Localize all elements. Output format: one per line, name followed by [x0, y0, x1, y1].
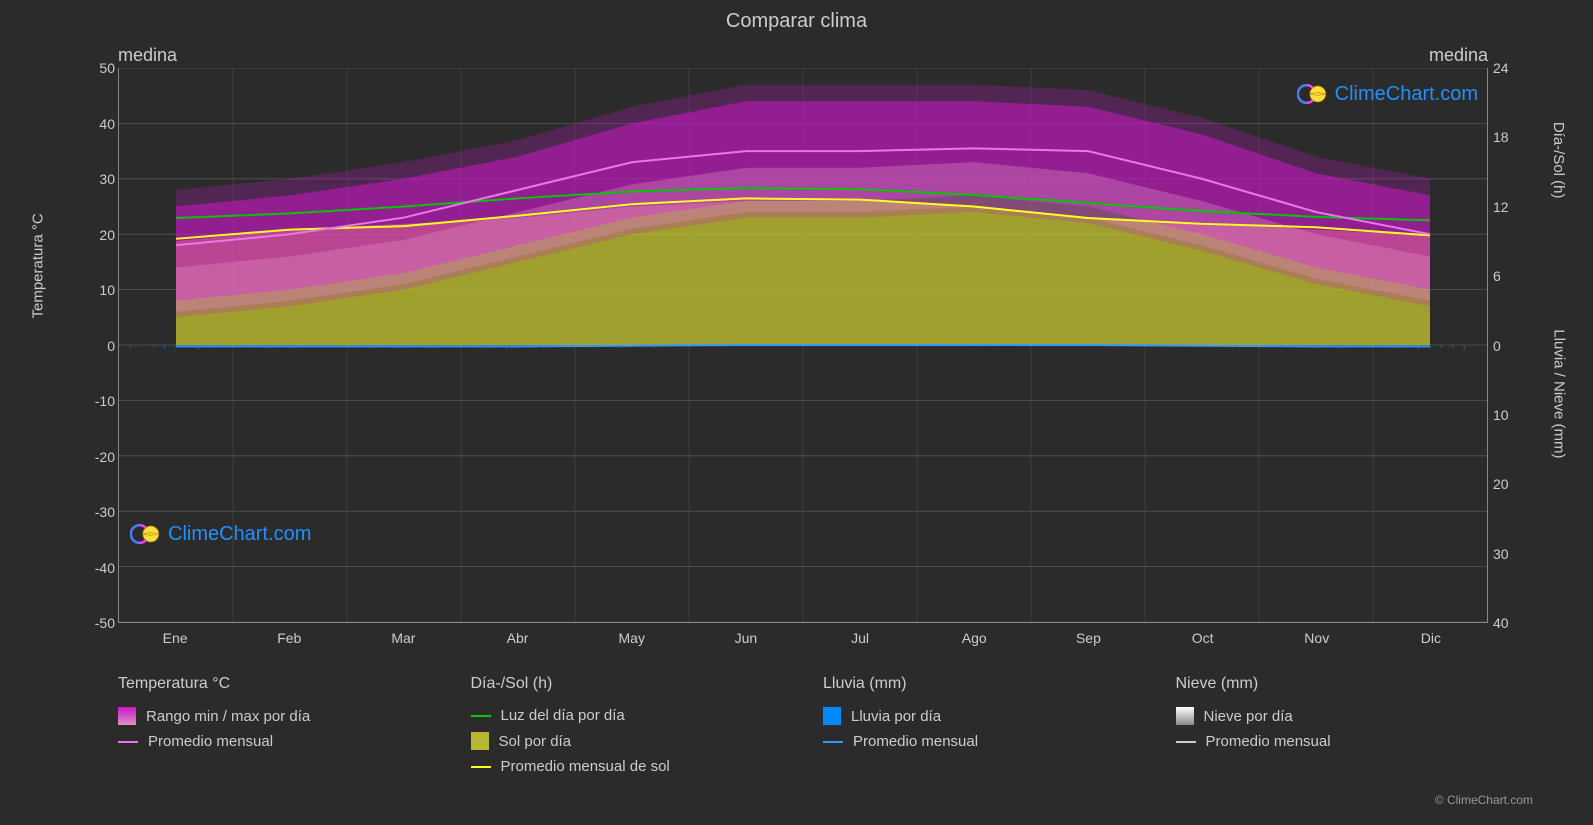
y-right-bottom-tick: 10 [1493, 407, 1518, 423]
legend-item: Promedio mensual de sol [471, 758, 784, 775]
legend-header: Temperatura °C [118, 675, 431, 693]
y-left-tick: 20 [80, 227, 115, 243]
y-left-tick: -10 [80, 393, 115, 409]
y-left-tick: 0 [80, 338, 115, 354]
y-axis-left-label: Temperatura °C [30, 213, 47, 318]
climechart-logo-icon [1297, 80, 1329, 108]
y-left-tick: 10 [80, 282, 115, 298]
legend-column: Temperatura °C Rango min / max por día Pro… [118, 675, 431, 783]
legend-label: Nieve por día [1204, 708, 1293, 725]
y-right-top-tick: 0 [1493, 338, 1518, 354]
y-left-tick: -20 [80, 449, 115, 465]
watermark-bottom-left: ClimeChart.com [130, 520, 311, 548]
y-axis-right-top-label: Día-/Sol (h) [1551, 122, 1568, 199]
legend-swatch [1176, 741, 1196, 743]
x-tick-month: Dic [1421, 630, 1441, 646]
legend-swatch [823, 707, 841, 725]
y-right-top-tick: 12 [1493, 199, 1518, 215]
chart-svg [119, 68, 1487, 622]
legend-item: Nieve por día [1176, 707, 1489, 725]
legend-item: Lluvia por día [823, 707, 1136, 725]
legend: Temperatura °C Rango min / max por día Pro… [118, 675, 1488, 783]
x-tick-month: Abr [507, 630, 529, 646]
legend-header: Día-/Sol (h) [471, 675, 784, 693]
x-tick-month: Ene [163, 630, 188, 646]
x-tick-month: Mar [391, 630, 415, 646]
y-left-tick: 40 [80, 116, 115, 132]
legend-label: Promedio mensual [148, 733, 273, 750]
legend-label: Rango min / max por día [146, 708, 310, 725]
legend-label: Lluvia por día [851, 708, 941, 725]
plot-area [118, 68, 1488, 623]
legend-label: Sol por día [499, 733, 572, 750]
legend-swatch [118, 741, 138, 743]
watermark-text: ClimeChart.com [1335, 83, 1478, 106]
legend-item: Sol por día [471, 732, 784, 750]
legend-swatch [1176, 707, 1194, 725]
y-left-tick: -30 [80, 504, 115, 520]
legend-column: Día-/Sol (h) Luz del día por día Sol por d… [471, 675, 784, 783]
y-left-tick: -50 [80, 615, 115, 631]
x-tick-month: May [619, 630, 645, 646]
y-right-bottom-tick: 20 [1493, 476, 1518, 492]
legend-label: Luz del día por día [501, 707, 625, 724]
y-axis-right-bottom-label: Lluvia / Nieve (mm) [1551, 329, 1568, 458]
legend-item: Luz del día por día [471, 707, 784, 724]
legend-label: Promedio mensual de sol [501, 758, 670, 775]
chart-title: Comparar clima [30, 10, 1563, 33]
chart-subtitle-left: medina [118, 45, 177, 66]
legend-item: Promedio mensual [823, 733, 1136, 750]
y-right-bottom-tick: 30 [1493, 546, 1518, 562]
watermark-top-right: ClimeChart.com [1297, 80, 1478, 108]
legend-swatch [118, 707, 136, 725]
climechart-logo-icon [130, 520, 162, 548]
x-tick-month: Jul [851, 630, 869, 646]
y-left-tick: 30 [80, 171, 115, 187]
legend-header: Nieve (mm) [1176, 675, 1489, 693]
x-tick-month: Sep [1076, 630, 1101, 646]
legend-item: Promedio mensual [118, 733, 431, 750]
legend-header: Lluvia (mm) [823, 675, 1136, 693]
legend-swatch [471, 732, 489, 750]
y-left-tick: 50 [80, 60, 115, 76]
legend-column: Lluvia (mm) Lluvia por día Promedio mensua… [823, 675, 1136, 783]
legend-swatch [471, 766, 491, 768]
y-right-bottom-tick: 40 [1493, 615, 1518, 631]
x-tick-month: Ago [962, 630, 987, 646]
x-tick-month: Oct [1192, 630, 1214, 646]
x-tick-month: Jun [735, 630, 758, 646]
climate-chart-container: Comparar clima medina medina Temperatura… [30, 10, 1563, 815]
chart-subtitle-right: medina [1429, 45, 1488, 66]
x-tick-month: Nov [1304, 630, 1329, 646]
legend-swatch [823, 741, 843, 743]
legend-label: Promedio mensual [1206, 733, 1331, 750]
x-tick-month: Feb [277, 630, 301, 646]
legend-label: Promedio mensual [853, 733, 978, 750]
legend-column: Nieve (mm) Nieve por día Promedio mensual [1176, 675, 1489, 783]
watermark-text: ClimeChart.com [168, 523, 311, 546]
legend-item: Rango min / max por día [118, 707, 431, 725]
y-right-top-tick: 18 [1493, 129, 1518, 145]
legend-item: Promedio mensual [1176, 733, 1489, 750]
legend-swatch [471, 715, 491, 717]
y-left-tick: -40 [80, 560, 115, 576]
copyright: © ClimeChart.com [1435, 793, 1533, 807]
y-right-top-tick: 6 [1493, 268, 1518, 284]
y-right-top-tick: 24 [1493, 60, 1518, 76]
